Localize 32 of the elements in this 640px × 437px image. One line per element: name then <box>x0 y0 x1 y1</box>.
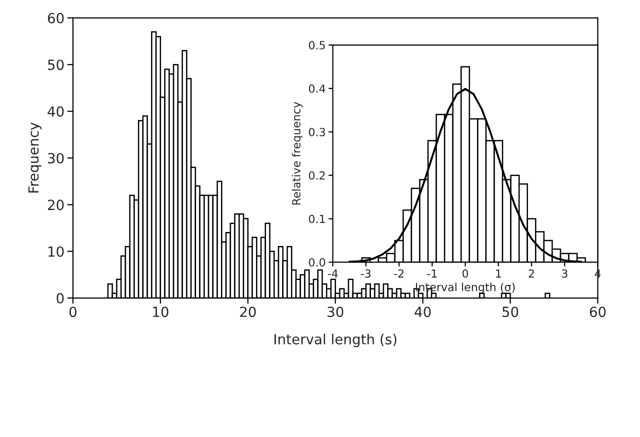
y-tick-label: 0.0 <box>308 258 326 267</box>
y-tick-label: 10 <box>48 246 64 257</box>
y-tick-label: 30 <box>48 152 64 164</box>
y-tick-label: 0.3 <box>308 128 325 136</box>
x-tick-label: 2 <box>528 269 534 278</box>
y-tick-label: 0.5 <box>308 40 325 50</box>
y-tick-label: 40 <box>48 106 64 117</box>
x-tick-label: 30 <box>328 306 344 318</box>
x-tick-label: 1 <box>496 269 501 278</box>
x-tick-label: 10 <box>153 306 168 318</box>
y-tick-label: 50 <box>48 60 64 70</box>
x-tick-label: 50 <box>502 306 518 318</box>
x-tick-label: -3 <box>360 269 371 278</box>
y-tick-label: 0.4 <box>308 84 326 93</box>
y-axis-title: Relative frequency <box>292 102 303 205</box>
x-tick-label: 3 <box>562 269 568 278</box>
y-tick-label: 0.2 <box>308 171 325 180</box>
x-tick-label: 0 <box>462 269 468 278</box>
y-tick-label: 0 <box>56 293 64 304</box>
y-tick-label: 20 <box>48 200 64 210</box>
x-tick-label: 40 <box>414 306 431 318</box>
x-axis-title: Interval length (s) <box>274 334 396 348</box>
x-tick-label: -4 <box>328 269 338 278</box>
x-axis-title: Interval length (σ) <box>416 282 515 294</box>
y-tick-label: 0.1 <box>308 214 325 224</box>
y-tick-label: 60 <box>48 12 64 24</box>
x-tick-label: 0 <box>69 306 76 318</box>
x-tick-label: 20 <box>240 306 256 318</box>
x-tick-label: -2 <box>394 269 404 278</box>
y-axis-title: Frequency <box>28 122 42 192</box>
x-tick-label: 60 <box>590 306 606 318</box>
x-tick-label: -1 <box>427 269 437 278</box>
